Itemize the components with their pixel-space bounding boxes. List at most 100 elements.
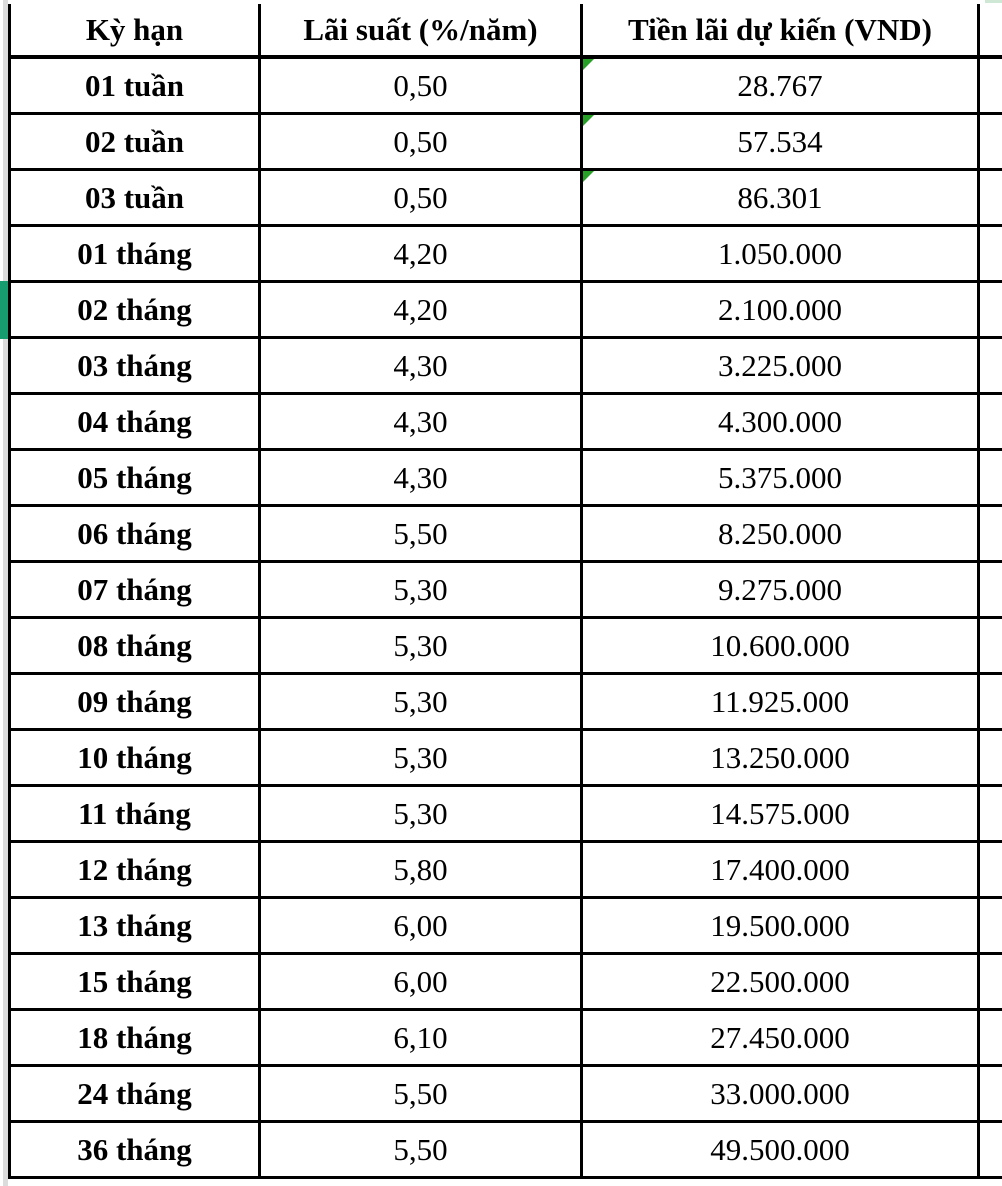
interest-rate-table: Kỳ hạn Lãi suất (%/năm) Tiền lãi dự kiến… <box>8 4 1002 1179</box>
interest-cell[interactable]: 11.925.000 <box>580 672 980 731</box>
partial-cell[interactable] <box>977 616 1002 675</box>
interest-cell[interactable]: 5.375.000 <box>580 448 980 507</box>
partial-cell[interactable] <box>977 784 1002 843</box>
term-cell[interactable]: 05 tháng <box>8 448 261 507</box>
rate-cell[interactable]: 0,50 <box>258 168 583 227</box>
rate-cell[interactable]: 4,20 <box>258 280 583 339</box>
partial-cell[interactable] <box>977 280 1002 339</box>
partial-cell[interactable] <box>977 224 1002 283</box>
table-row: 08 tháng 5,30 10.600.000 <box>8 616 1002 675</box>
interest-cell[interactable]: 8.250.000 <box>580 504 980 563</box>
term-cell[interactable]: 04 tháng <box>8 392 261 451</box>
partial-cell[interactable] <box>977 728 1002 787</box>
term-cell[interactable]: 01 tháng <box>8 224 261 283</box>
term-cell[interactable]: 10 tháng <box>8 728 261 787</box>
rate-cell[interactable]: 6,00 <box>258 896 583 955</box>
table-row: 02 tuần 0,50 57.534 <box>8 112 1002 171</box>
rate-cell[interactable]: 5,30 <box>258 784 583 843</box>
rate-cell[interactable]: 5,50 <box>258 504 583 563</box>
rate-cell[interactable]: 5,50 <box>258 1120 583 1179</box>
term-cell[interactable]: 13 tháng <box>8 896 261 955</box>
partial-cell[interactable] <box>977 392 1002 451</box>
rate-cell[interactable]: 5,30 <box>258 728 583 787</box>
partial-cell[interactable] <box>977 112 1002 171</box>
interest-cell[interactable]: 49.500.000 <box>580 1120 980 1179</box>
rate-cell[interactable]: 0,50 <box>258 55 583 115</box>
rate-cell[interactable]: 4,20 <box>258 224 583 283</box>
interest-cell[interactable]: 10.600.000 <box>580 616 980 675</box>
column-header-rate[interactable]: Lãi suất (%/năm) <box>258 4 583 59</box>
term-cell[interactable]: 08 tháng <box>8 616 261 675</box>
term-cell[interactable]: 03 tháng <box>8 336 261 395</box>
rate-cell[interactable]: 4,30 <box>258 448 583 507</box>
term-cell[interactable]: 01 tuần <box>8 55 261 115</box>
interest-cell[interactable]: 4.300.000 <box>580 392 980 451</box>
term-cell[interactable]: 02 tháng <box>8 280 261 339</box>
table-row: 09 tháng 5,30 11.925.000 <box>8 672 1002 731</box>
interest-cell[interactable]: 9.275.000 <box>580 560 980 619</box>
rate-cell[interactable]: 5,30 <box>258 672 583 731</box>
partial-cell[interactable] <box>977 168 1002 227</box>
column-header-interest[interactable]: Tiền lãi dự kiến (VND) <box>580 4 980 59</box>
table-row: 06 tháng 5,50 8.250.000 <box>8 504 1002 563</box>
rate-cell[interactable]: 5,30 <box>258 616 583 675</box>
interest-cell[interactable]: 86.301 <box>580 168 980 227</box>
partial-cell[interactable] <box>977 1064 1002 1123</box>
rate-cell[interactable]: 4,30 <box>258 336 583 395</box>
partial-cell[interactable] <box>977 896 1002 955</box>
interest-cell[interactable]: 14.575.000 <box>580 784 980 843</box>
partial-cell[interactable] <box>977 560 1002 619</box>
partial-cell[interactable] <box>977 1120 1002 1179</box>
table-row: 03 tuần 0,50 86.301 <box>8 168 1002 227</box>
term-cell[interactable]: 09 tháng <box>8 672 261 731</box>
partial-cell[interactable] <box>977 336 1002 395</box>
interest-cell[interactable]: 1.050.000 <box>580 224 980 283</box>
term-cell[interactable]: 11 tháng <box>8 784 261 843</box>
interest-cell[interactable]: 19.500.000 <box>580 896 980 955</box>
term-cell[interactable]: 12 tháng <box>8 840 261 899</box>
table-row: 36 tháng 5,50 49.500.000 <box>8 1120 1002 1179</box>
interest-cell[interactable]: 17.400.000 <box>580 840 980 899</box>
interest-cell[interactable]: 28.767 <box>580 55 980 115</box>
rate-cell[interactable]: 5,30 <box>258 560 583 619</box>
term-cell[interactable]: 36 tháng <box>8 1120 261 1179</box>
term-cell[interactable]: 18 tháng <box>8 1008 261 1067</box>
interest-cell[interactable]: 2.100.000 <box>580 280 980 339</box>
term-cell[interactable]: 03 tuần <box>8 168 261 227</box>
table-row: 05 tháng 4,30 5.375.000 <box>8 448 1002 507</box>
term-cell[interactable]: 06 tháng <box>8 504 261 563</box>
table-row: 02 tháng 4,20 2.100.000 <box>8 280 1002 339</box>
table-row: 13 tháng 6,00 19.500.000 <box>8 896 1002 955</box>
partial-cell[interactable] <box>977 55 1002 115</box>
column-header-partial[interactable] <box>977 4 1002 59</box>
interest-cell[interactable]: 22.500.000 <box>580 952 980 1011</box>
table-row: 24 tháng 5,50 33.000.000 <box>8 1064 1002 1123</box>
partial-cell[interactable] <box>977 1008 1002 1067</box>
term-cell[interactable]: 07 tháng <box>8 560 261 619</box>
rate-cell[interactable]: 0,50 <box>258 112 583 171</box>
partial-cell[interactable] <box>977 840 1002 899</box>
rate-cell[interactable]: 5,50 <box>258 1064 583 1123</box>
interest-cell[interactable]: 13.250.000 <box>580 728 980 787</box>
term-cell[interactable]: 02 tuần <box>8 112 261 171</box>
partial-cell[interactable] <box>977 952 1002 1011</box>
rate-cell[interactable]: 6,00 <box>258 952 583 1011</box>
interest-cell[interactable]: 57.534 <box>580 112 980 171</box>
partial-cell[interactable] <box>977 448 1002 507</box>
interest-cell[interactable]: 3.225.000 <box>580 336 980 395</box>
table-row: 10 tháng 5,30 13.250.000 <box>8 728 1002 787</box>
column-header-term[interactable]: Kỳ hạn <box>8 4 261 59</box>
top-right-green-sliver <box>985 0 1002 3</box>
rate-cell[interactable]: 5,80 <box>258 840 583 899</box>
term-cell[interactable]: 15 tháng <box>8 952 261 1011</box>
rate-cell[interactable]: 4,30 <box>258 392 583 451</box>
interest-cell[interactable]: 27.450.000 <box>580 1008 980 1067</box>
table-row: 01 tháng 4,20 1.050.000 <box>8 224 1002 283</box>
term-cell[interactable]: 24 tháng <box>8 1064 261 1123</box>
rate-cell[interactable]: 6,10 <box>258 1008 583 1067</box>
partial-cell[interactable] <box>977 672 1002 731</box>
partial-cell[interactable] <box>977 504 1002 563</box>
interest-cell[interactable]: 33.000.000 <box>580 1064 980 1123</box>
row-selection-indicator <box>0 281 8 339</box>
